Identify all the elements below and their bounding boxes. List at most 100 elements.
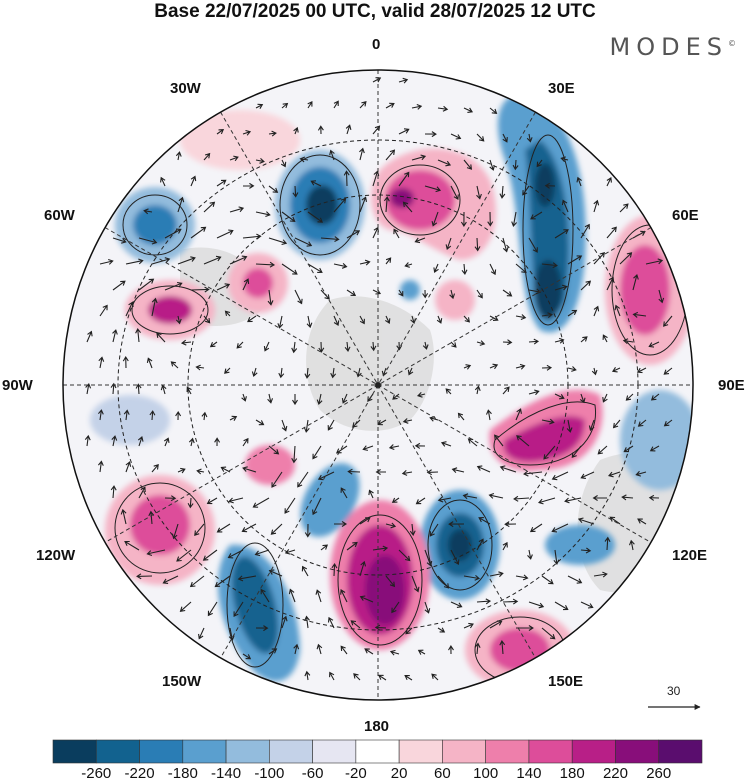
- wind-arrow: [112, 280, 126, 291]
- wind-arrow: [304, 615, 310, 629]
- wind-arrow: [437, 159, 452, 167]
- wind-arrow: [474, 385, 481, 395]
- wind-arrow: [619, 252, 633, 265]
- wind-arrow: [614, 304, 621, 317]
- wind-arrow: [209, 341, 218, 348]
- wind-arrow: [637, 518, 647, 525]
- wind-arrow: [346, 230, 361, 239]
- wind-arrow: [242, 182, 255, 189]
- wind-arrow: [516, 435, 530, 447]
- wind-arrow: [242, 437, 249, 447]
- wind-arrow: [368, 489, 374, 499]
- wind-arrow: [201, 411, 208, 421]
- wind-arrow: [251, 367, 258, 378]
- wind-arrow: [385, 575, 396, 588]
- wind-arrow: [284, 549, 296, 555]
- wind-arrow: [162, 575, 179, 584]
- wind-arrow: [576, 176, 582, 187]
- wind-arrow: [389, 649, 400, 656]
- wind-arrow: [281, 615, 288, 629]
- low-9: [90, 395, 170, 445]
- wind-arrow: [335, 445, 348, 454]
- wind-arrow: [203, 201, 216, 213]
- wind-arrow: [190, 226, 207, 239]
- wind-arrow: [312, 445, 322, 460]
- map-border: [62, 69, 694, 701]
- wind-arrow: [632, 273, 639, 291]
- wind-arrow: [489, 159, 495, 171]
- wind-arrow: [111, 435, 118, 447]
- wind-arrow: [489, 363, 499, 370]
- wind-arrow: [522, 185, 530, 196]
- wind-arrow: [320, 236, 340, 242]
- wind-arrow: [663, 367, 673, 375]
- wind-arrow: [98, 356, 105, 369]
- contour: [493, 401, 597, 466]
- wind-arrow: [383, 196, 390, 213]
- wind-arrow: [489, 571, 504, 578]
- wind-arrow: [333, 100, 339, 109]
- wind-arrow: [189, 575, 205, 588]
- wind-arrow: [393, 228, 400, 239]
- low-7: [300, 463, 360, 537]
- wind-arrow: [502, 541, 508, 551]
- wind-arrow: [437, 627, 446, 633]
- colorbar-swatch: [398, 739, 443, 764]
- wind-arrow: [437, 496, 452, 503]
- wind-arrow: [271, 471, 283, 488]
- wind-arrow: [663, 315, 673, 327]
- wind-arrow: [450, 341, 457, 348]
- wind-vectors: [84, 77, 673, 681]
- wind-arrow: [398, 128, 410, 135]
- wind-arrow: [291, 445, 298, 464]
- wind-arrow: [404, 675, 413, 681]
- wind-arrow: [255, 103, 264, 109]
- wind-arrow: [304, 523, 311, 538]
- wind-arrow: [370, 341, 377, 352]
- wind-arrow: [391, 601, 400, 614]
- colorbar-tick-label: -140: [211, 765, 242, 782]
- wind-arrow: [278, 367, 285, 379]
- wind-arrow: [489, 620, 503, 629]
- wind-arrow: [636, 367, 647, 374]
- wind-arrow: [304, 670, 311, 681]
- colorbar-tick-label: -260: [81, 765, 112, 782]
- wind-arrow: [284, 497, 296, 514]
- wind-arrow: [236, 341, 244, 349]
- colorbar-swatch: [615, 739, 660, 764]
- wind-arrow: [281, 211, 296, 223]
- wind-arrow: [577, 517, 595, 525]
- wind-arrow: [331, 562, 338, 577]
- wind-arrow: [502, 386, 510, 395]
- wind-arrow: [229, 155, 239, 162]
- wind-arrow: [450, 601, 463, 608]
- wind-arrow: [190, 175, 197, 187]
- wind-arrow: [320, 289, 330, 300]
- wind-arrow: [567, 255, 583, 265]
- wind-arrow: [538, 497, 556, 505]
- high-10: [180, 110, 300, 170]
- wind-arrow: [216, 128, 225, 135]
- wind-arrow: [515, 314, 527, 321]
- wind-arrow: [422, 289, 429, 299]
- label-60e: 60E: [672, 207, 699, 224]
- wind-arrow: [281, 102, 289, 109]
- wind-arrow: [580, 547, 592, 554]
- wind-arrow: [409, 523, 416, 537]
- wind-arrow: [593, 199, 600, 213]
- wind-arrow: [431, 211, 439, 227]
- wind-arrow: [203, 315, 211, 324]
- wind-arrow: [541, 364, 553, 371]
- wind-arrow: [175, 151, 182, 161]
- wind-arrow: [359, 315, 365, 325]
- wind-arrow: [216, 179, 227, 187]
- colorbar-tick-label: 220: [602, 765, 628, 782]
- wind-arrow: [553, 549, 560, 566]
- wind-arrow: [307, 101, 313, 109]
- wind-arrow: [378, 674, 387, 681]
- wind-arrow: [445, 388, 452, 395]
- wind-arrow: [392, 393, 400, 400]
- wind-arrow: [489, 263, 497, 276]
- wind-arrow: [85, 382, 92, 395]
- high-8-core: [243, 268, 273, 298]
